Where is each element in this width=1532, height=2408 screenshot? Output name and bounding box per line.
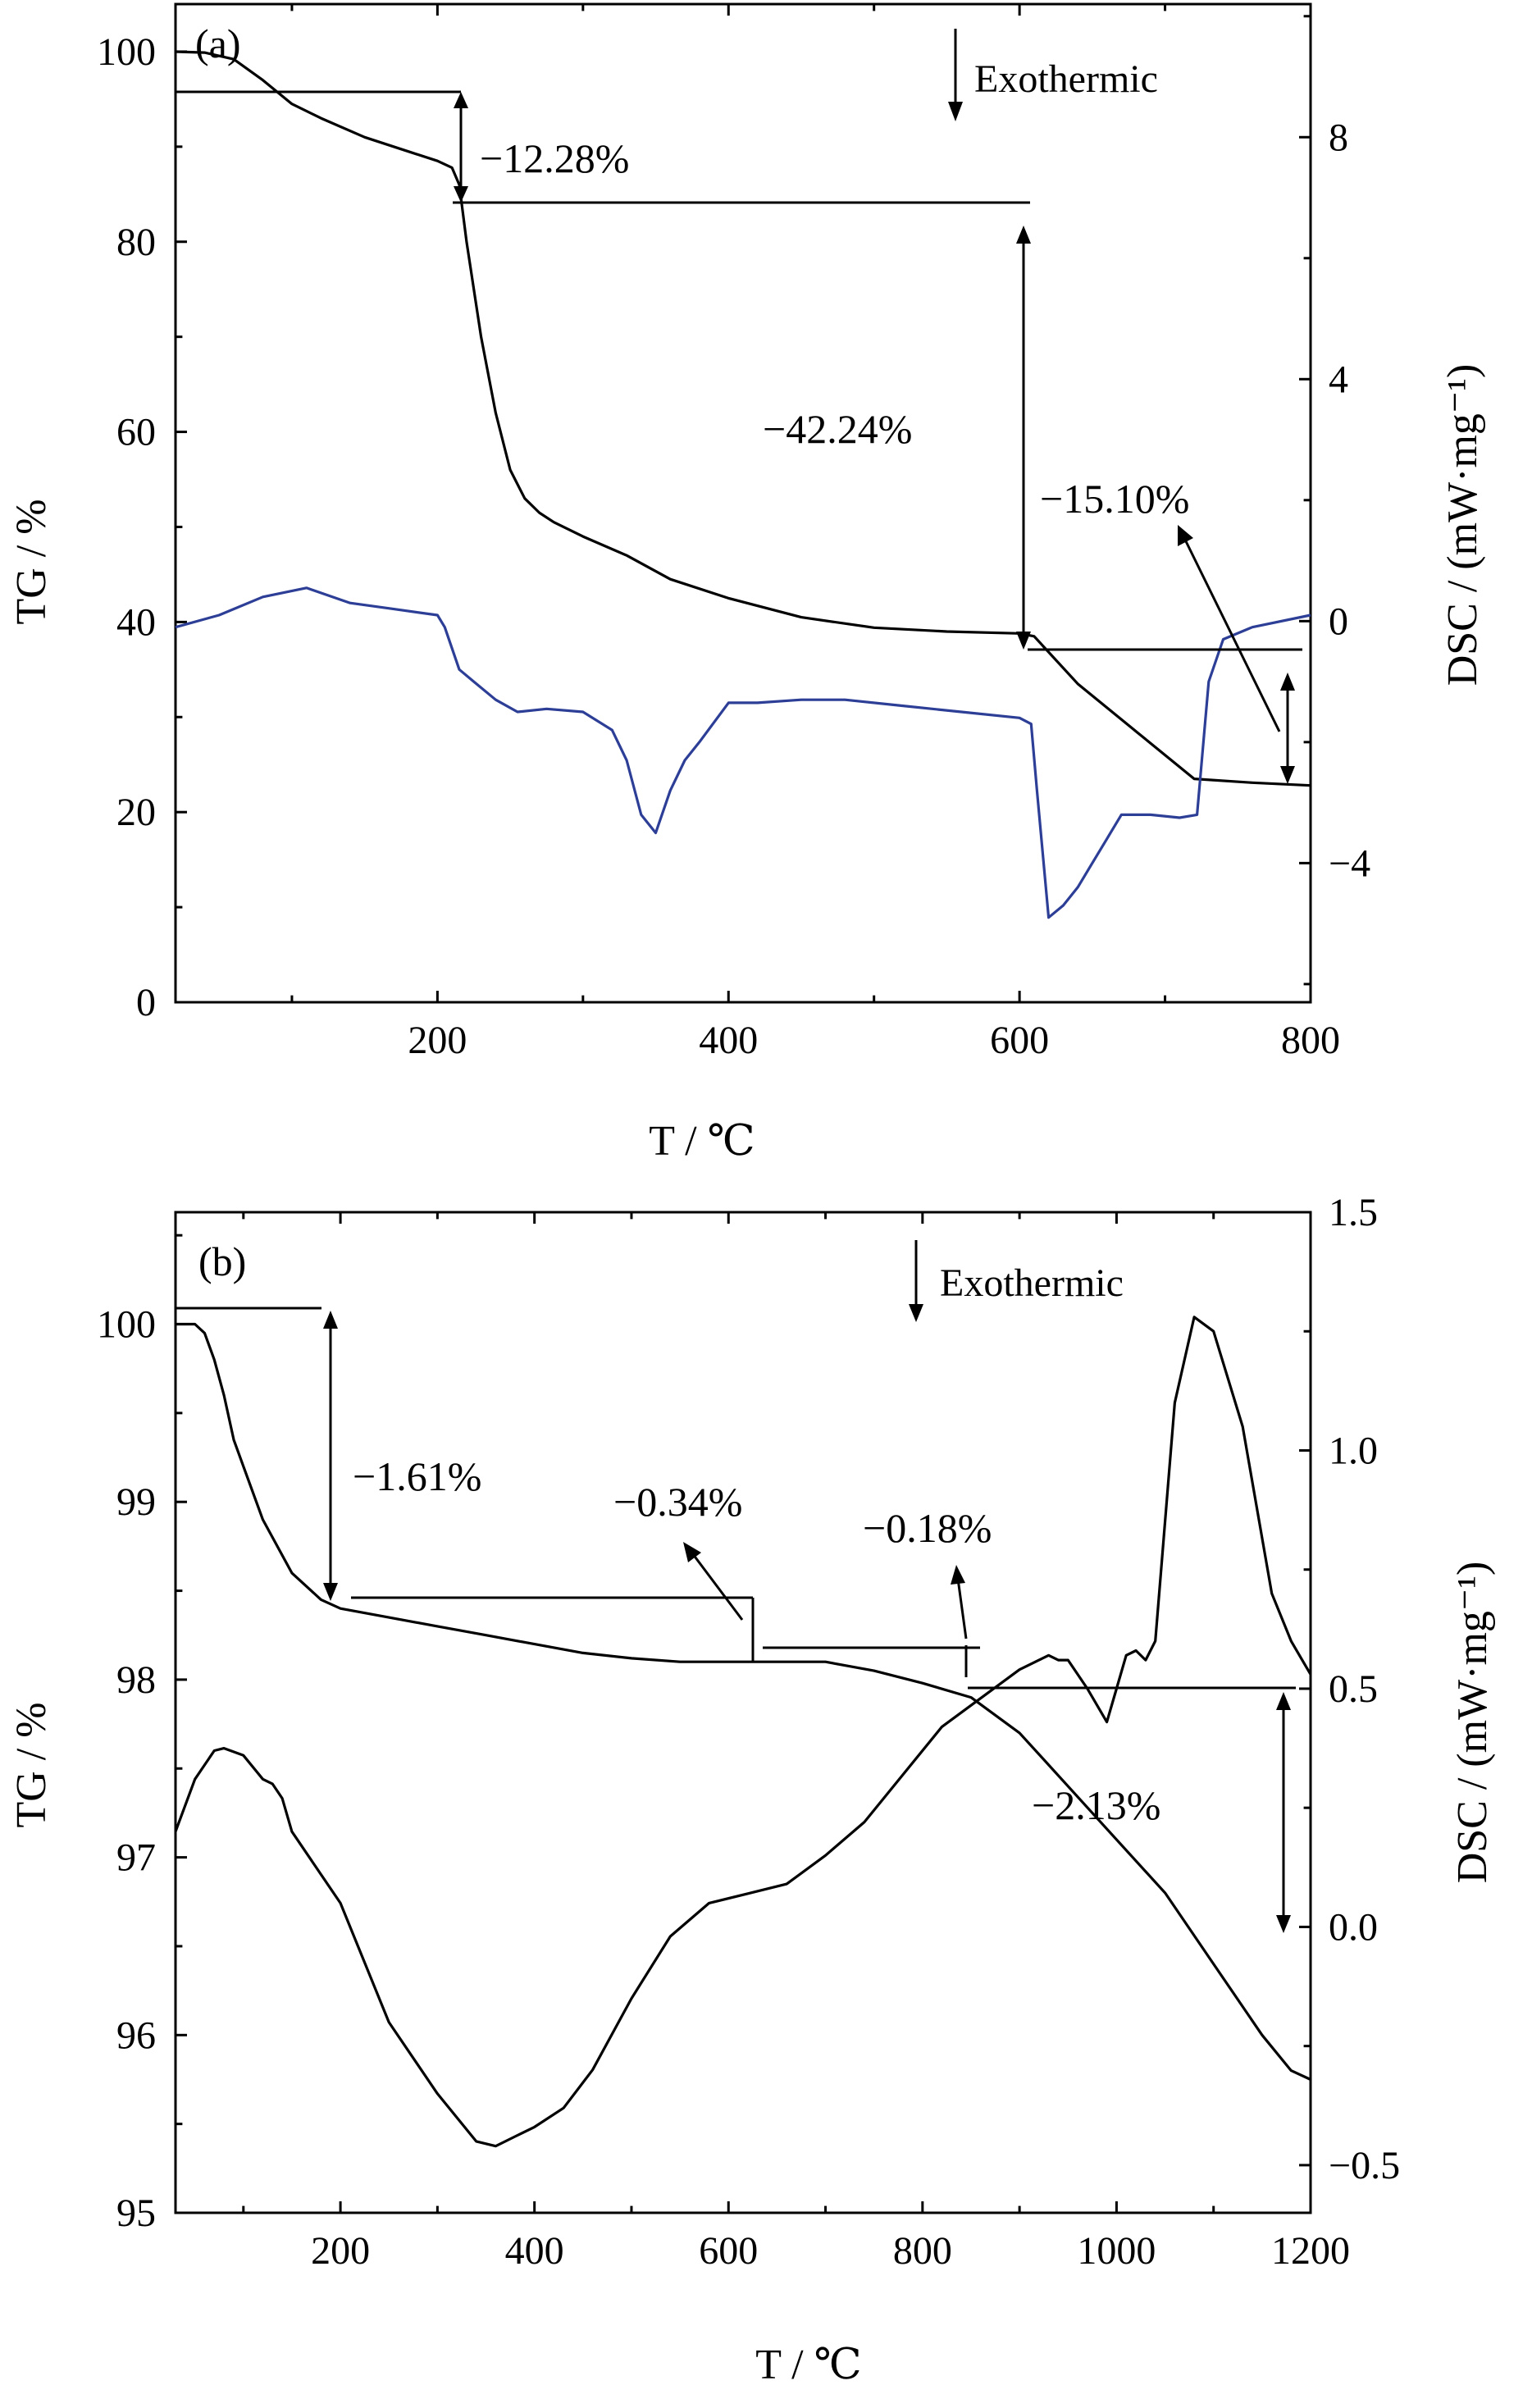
y2-tick-label: 1.0 [1329,1429,1378,1472]
y-tick-label: 0 [136,981,156,1024]
b-annotation-step1: −1.61% [353,1453,481,1499]
y2-tick-label: 8 [1329,116,1348,159]
x-tick-label: 1000 [1077,2229,1156,2273]
y2-tick-label: 0.0 [1329,1905,1378,1949]
x-tick-label: 800 [893,2229,952,2273]
x-tick-label: 200 [408,1019,467,1062]
a-annotation-step1: −12.28% [480,135,629,181]
x-tick-label: 400 [699,1019,758,1062]
panel-a-plot-frame [174,2,1312,1004]
panel-a-annotation-markers [176,29,1302,784]
b-step4-arrowhead-down [1276,1915,1291,1933]
panel-a-x-axis-title: T / ℃ [649,1118,755,1165]
tg-curve [176,1322,1311,2081]
a-annotation-step3: −15.10% [1040,476,1189,522]
a-annotation-step2: −42.24% [763,406,912,452]
panel-a-y2-axis-title: DSC / (mW·mg⁻¹) [1439,364,1486,686]
panel-a-chart: 200 400 600 800 0 20 40 60 80 100 −4 0 4 8 (a) Exothe… [8,2,1486,1165]
y-tick-label: 80 [116,221,156,264]
b-exothermic-arrowhead [909,1304,923,1322]
panel-a-series [175,50,1311,919]
b-annotation-step3: −0.18% [863,1505,992,1551]
b-annotation-step4: −2.13% [1032,1782,1160,1828]
panel-b-ticks: 200 400 600 800 1000 1200 95 96 97 98 99 100 −0.5 0.0… [97,1191,1400,2273]
b-step3-pointer-head [951,1565,965,1585]
x-tick-label: 400 [505,2229,564,2273]
a-step2-arrowhead-down [1016,632,1031,650]
panel-b-plot-frame [174,1211,1312,2214]
b-annotation-step2: −0.34% [613,1479,742,1525]
panel-b-annotation-markers [176,1240,1296,1933]
y-tick-label: 98 [116,1658,156,1702]
panel-a-label: (a) [195,21,241,66]
panel-b-label: (b) [198,1238,246,1284]
a-step3-pointer-line [1184,540,1281,732]
x-tick-label: 600 [990,1019,1049,1062]
panel-b-x-axis-title: T / ℃ [755,2342,861,2388]
y2-tick-label: 0.5 [1329,1667,1378,1711]
dsc-curve [175,586,1311,919]
y2-tick-label: 1.5 [1329,1191,1378,1234]
b-step2-pointer-line [691,1553,744,1621]
a-step2-arrowhead-up [1016,226,1031,244]
y-tick-label: 60 [116,411,156,454]
y2-tick-label: −4 [1329,841,1370,885]
panel-b-y-axis-title: TG / % [8,1702,55,1827]
y-tick-label: 100 [97,30,156,74]
b-step2-pointer-head [683,1542,701,1562]
panel-a-exothermic-label: Exothermic [974,57,1158,101]
b-step3-pointer-line [956,1578,968,1640]
panel-b-y2-axis-title: DSC / (mW·mg⁻¹) [1449,1562,1496,1884]
x-tick-label: 1200 [1271,2229,1350,2273]
y2-tick-label: −0.5 [1329,2144,1400,2187]
y-tick-label: 100 [97,1303,156,1347]
panel-a-y-axis-title: TG / % [8,499,55,624]
b-step4-arrowhead-up [1276,1692,1291,1710]
y2-tick-label: 0 [1329,600,1348,643]
b-step1-arrowhead-up [323,1311,338,1329]
a-exothermic-arrowhead [948,102,963,121]
b-step1-arrowhead-down [323,1583,338,1601]
a-step1-arrowhead-up [454,92,468,108]
y-tick-label: 20 [116,791,156,834]
a-step3-arrowhead-down [1280,766,1295,784]
x-tick-label: 800 [1281,1019,1340,1062]
y-tick-label: 97 [116,1836,156,1880]
tg-curve [175,50,1311,787]
y-tick-label: 40 [116,600,156,644]
panel-b-chart: 200 400 600 800 1000 1200 95 96 97 98 99 100 −0.5 0.0… [8,1191,1496,2388]
panel-b-series [174,1316,1312,2148]
dsc-curve [174,1316,1312,2148]
a-step3-arrowhead-up [1280,673,1295,691]
y2-tick-label: 4 [1329,358,1348,401]
panel-b-exothermic-label: Exothermic [940,1261,1124,1305]
y-tick-label: 95 [116,2191,156,2235]
y-tick-label: 99 [116,1480,156,1524]
a-step3-pointer-head [1178,525,1193,546]
panel-a-ticks: 200 400 600 800 0 20 40 60 80 100 −4 0 4 8 [97,4,1370,1062]
y-tick-label: 96 [116,2014,156,2057]
x-tick-label: 600 [699,2229,758,2273]
x-tick-label: 200 [311,2229,370,2273]
a-step1-arrowhead-down [454,186,468,203]
